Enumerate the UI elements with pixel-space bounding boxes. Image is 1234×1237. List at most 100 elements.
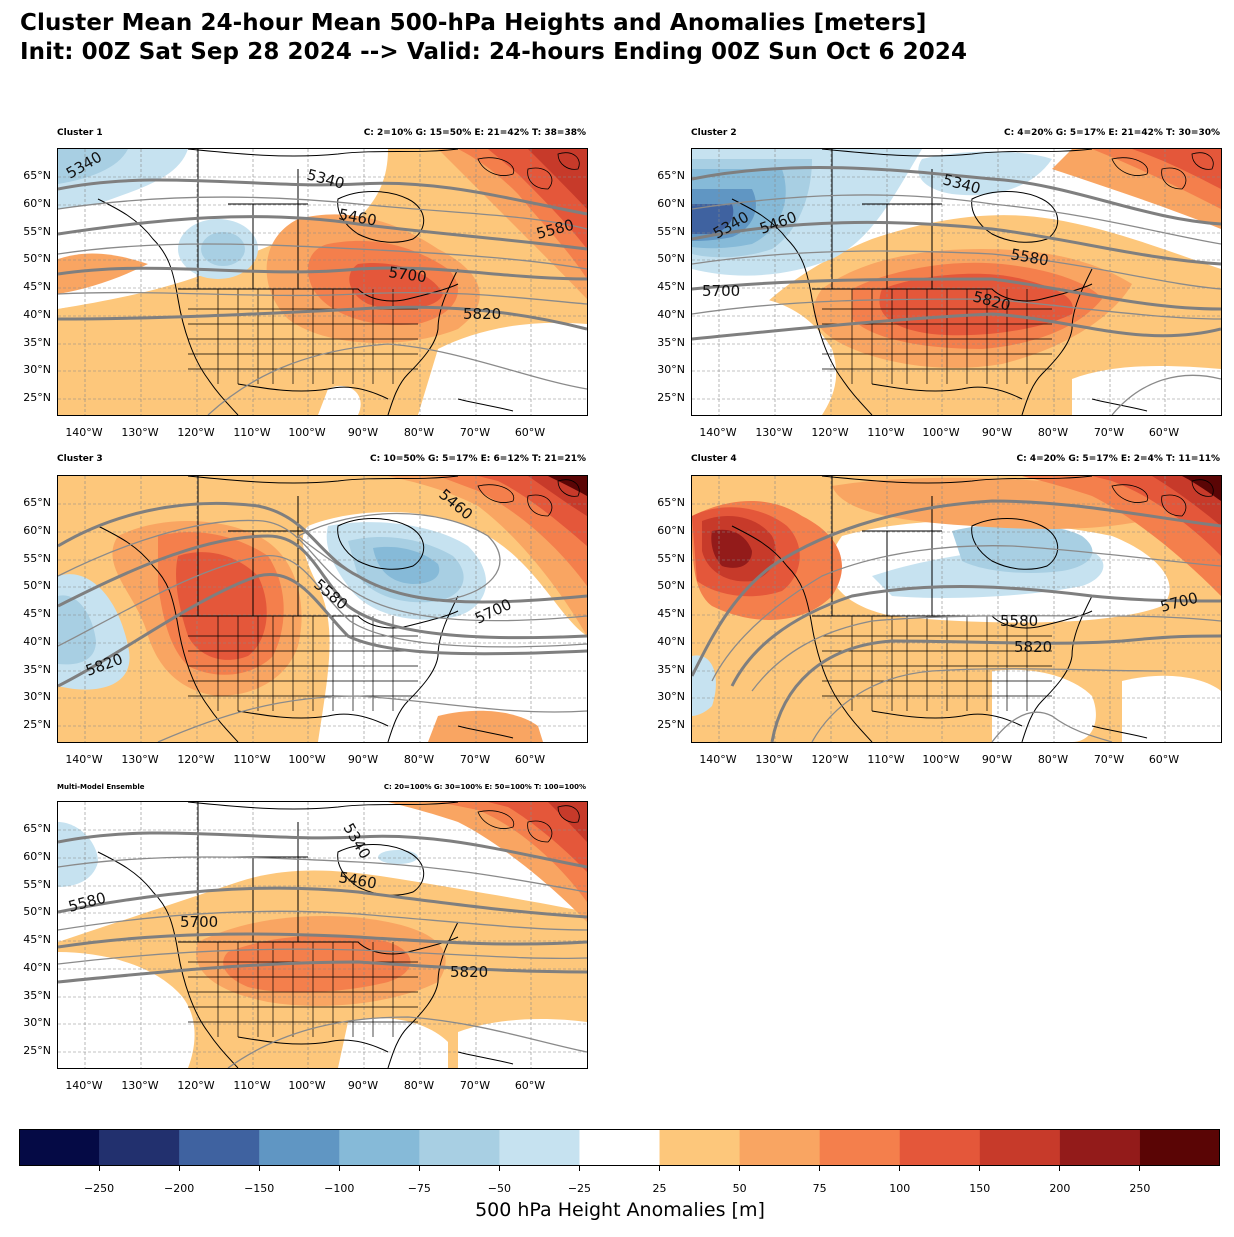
panel-3-lon-label: 110°W xyxy=(233,753,271,766)
panel-4-lat-label: 60°N xyxy=(657,524,685,537)
colorbar-swatch xyxy=(499,1129,580,1166)
colorbar-tick-label: −25 xyxy=(567,1182,592,1195)
panel-1-lat-label: 45°N xyxy=(23,280,51,293)
panel-3-map: 5460 5580 5700 5820 xyxy=(57,475,588,743)
panel-2-title: Cluster 2 xyxy=(691,128,737,138)
panel-2-lon-label: 90°W xyxy=(981,426,1013,439)
panel-1-lat-label: 35°N xyxy=(23,336,51,349)
panel-1-lat-label: 30°N xyxy=(23,363,51,376)
colorbar-swatch xyxy=(899,1129,981,1166)
panel-2-lon-label: 140°W xyxy=(699,426,737,439)
panel-1-lon-label: 130°W xyxy=(121,426,159,439)
panel-3-stats: C: 10=50% G: 5=17% E: 6=12% T: 21=21% xyxy=(369,454,586,464)
panel-5-lat-label: 25°N xyxy=(23,1044,51,1057)
panel-1-lon-label: 120°W xyxy=(177,426,215,439)
colorbar-swatch xyxy=(419,1129,500,1166)
panel-3-lat-label: 40°N xyxy=(23,635,51,648)
panel-5-lon-label: 130°W xyxy=(121,1079,159,1092)
colorbar-tick-mark xyxy=(899,1166,901,1171)
panel-1-lon-label: 70°W xyxy=(459,426,491,439)
panel-1-title: Cluster 1 xyxy=(57,128,103,138)
panel-5-lon-label: 120°W xyxy=(177,1079,215,1092)
panel-3-title: Cluster 3 xyxy=(57,454,103,464)
panel-4-lon-label: 90°W xyxy=(981,753,1013,766)
panel-4-lon-label: 110°W xyxy=(867,753,905,766)
colorbar-swatch xyxy=(99,1129,180,1166)
panel-1-contour-label: 5820 xyxy=(463,305,501,323)
panel-1-lon-label: 140°W xyxy=(65,426,103,439)
panel-2-height-contours xyxy=(692,165,1221,415)
panel-1-lon-label: 60°W xyxy=(514,426,546,439)
colorbar-tick-mark xyxy=(338,1166,340,1171)
colorbar-tick-mark xyxy=(98,1166,100,1171)
panel-2-lat-label: 50°N xyxy=(657,252,685,265)
panel-2-lat-label: 35°N xyxy=(657,336,685,349)
panel-3-lon-label: 70°W xyxy=(459,753,491,766)
colorbar-tick-label: −100 xyxy=(324,1182,355,1195)
panel-3-gridlines xyxy=(58,476,587,742)
panel-1-lat-label: 60°N xyxy=(23,197,51,210)
panel-2-contour-label: 5700 xyxy=(702,282,740,300)
panel-2-map: 5340 5340 5460 5580 5700 5820 xyxy=(691,148,1222,416)
panel-5-map: 5340 5460 5580 5700 5820 xyxy=(57,801,588,1069)
panel-2-lon-label: 80°W xyxy=(1037,426,1069,439)
colorbar-tick-mark xyxy=(659,1166,661,1171)
panel-4-lat-label: 55°N xyxy=(657,552,685,565)
colorbar-tick-label: −200 xyxy=(164,1182,195,1195)
panel-1-lat-label: 50°N xyxy=(23,252,51,265)
panel-5-lon-label: 100°W xyxy=(288,1079,326,1092)
colorbar-tick-label: 25 xyxy=(652,1182,667,1195)
panel-4-lon-label: 100°W xyxy=(922,753,960,766)
panel-4-lat-label: 25°N xyxy=(657,718,685,731)
panel-4-gridlines xyxy=(692,476,1221,742)
panel-3-lat-label: 45°N xyxy=(23,607,51,620)
panel-2-lat-label: 30°N xyxy=(657,363,685,376)
panel-3-lat-label: 30°N xyxy=(23,690,51,703)
panel-1-anomaly-shading xyxy=(58,149,587,415)
panel-1-lat-label: 55°N xyxy=(23,225,51,238)
colorbar-swatch xyxy=(339,1129,420,1166)
panel-2-lon-label: 70°W xyxy=(1093,426,1125,439)
panel-4-lat-label: 30°N xyxy=(657,690,685,703)
panel-5-lat-label: 30°N xyxy=(23,1016,51,1029)
colorbar-swatch xyxy=(1059,1129,1141,1166)
panel-1-map: 5340 5340 5460 5580 5700 5820 xyxy=(57,148,588,416)
panel-5-contour-label: 5700 xyxy=(180,913,218,931)
colorbar-swatch xyxy=(259,1129,340,1166)
panel-2-lat-label: 65°N xyxy=(657,169,685,182)
panel-4-contour-label: 5580 xyxy=(1000,612,1038,630)
colorbar-tick-label: −75 xyxy=(407,1182,431,1195)
panel-4-lat-label: 65°N xyxy=(657,496,685,509)
panel-1-lon-label: 100°W xyxy=(288,426,326,439)
panel-3-lat-label: 50°N xyxy=(23,579,51,592)
panel-5-lat-label: 55°N xyxy=(23,878,51,891)
panel-3-lon-label: 120°W xyxy=(177,753,215,766)
panel-4-lon-label: 60°W xyxy=(1148,753,1180,766)
panel-4-lon-label: 120°W xyxy=(811,753,849,766)
panel-1-lat-label: 65°N xyxy=(23,169,51,182)
panel-4-lon-label: 70°W xyxy=(1093,753,1125,766)
colorbar-tick-label: 250 xyxy=(1129,1182,1151,1195)
panel-4-lat-label: 45°N xyxy=(657,607,685,620)
panel-2-stats: C: 4=20% G: 5=17% E: 21=42% T: 30=30% xyxy=(1003,128,1220,138)
panel-1-lon-label: 110°W xyxy=(233,426,271,439)
colorbar-tick-mark xyxy=(979,1166,981,1171)
panel-1-lat-label: 40°N xyxy=(23,308,51,321)
panel-4-lat-label: 40°N xyxy=(657,635,685,648)
panel-3-lon-label: 140°W xyxy=(65,753,103,766)
panel-2-lon-label: 60°W xyxy=(1148,426,1180,439)
colorbar-tick-mark xyxy=(418,1166,420,1171)
panel-2-lat-label: 25°N xyxy=(657,391,685,404)
colorbar-tick-label: 75 xyxy=(812,1182,827,1195)
colorbar-tick-mark xyxy=(498,1166,500,1171)
colorbar-swatch xyxy=(819,1129,901,1166)
panel-5-title: Multi-Model Ensemble xyxy=(57,783,145,791)
colorbar-tick-label: −50 xyxy=(487,1182,511,1195)
panel-5-lat-label: 50°N xyxy=(23,905,51,918)
panel-5-stats: C: 20=100% G: 30=100% E: 50=100% T: 100=… xyxy=(383,783,586,791)
panel-4-lon-label: 80°W xyxy=(1037,753,1069,766)
panel-5-lat-label: 60°N xyxy=(23,850,51,863)
panel-3-lon-label: 90°W xyxy=(347,753,379,766)
panel-3-lat-label: 60°N xyxy=(23,524,51,537)
colorbar-tick-label: 200 xyxy=(1049,1182,1071,1195)
